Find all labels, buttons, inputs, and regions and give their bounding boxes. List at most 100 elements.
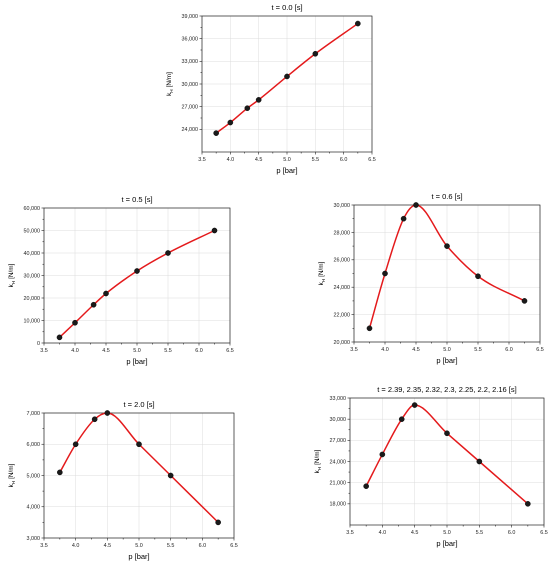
y-axis-label-sub: H <box>169 89 174 92</box>
x-tick-label: 3.5 <box>198 157 206 163</box>
y-tick-label: 26,000 <box>334 258 351 264</box>
x-tick-label: 5.5 <box>474 347 482 353</box>
data-point <box>91 416 98 423</box>
data-point <box>103 290 109 297</box>
y-axis-label: kH [N/m] <box>8 463 16 487</box>
data-point <box>90 301 97 308</box>
grid-lines <box>201 15 373 152</box>
chart-title: t = 0.0 [s] <box>271 3 302 12</box>
x-tick-label: 5.0 <box>443 530 451 536</box>
data-points <box>366 202 528 332</box>
x-tick-label: 4.5 <box>412 347 420 353</box>
y-tick-label: 7,000 <box>27 411 41 417</box>
data-point <box>363 483 369 489</box>
y-axis-label: kH [N/m] <box>314 449 322 473</box>
chart-title: t = 2.39, 2.35, 2.32, 2.3, 2.25, 2.2, 2.… <box>377 385 516 394</box>
data-point <box>476 458 483 465</box>
data-point <box>244 105 251 111</box>
y-axis-label: kH [N/m] <box>166 72 174 96</box>
chart-svg: t = 0.6 [s] 3.5 4.0 4.5 5.0 5.5 6.0 6.5 20,000 22… <box>318 192 544 365</box>
x-tick-label: 6.5 <box>540 530 548 536</box>
data-point <box>475 273 481 280</box>
data-points <box>57 410 221 526</box>
chart-svg: t = 2.0 [s] 3.5 4.0 4.5 5.0 5.5 6.0 6.5 3,000 4,0… <box>8 400 238 561</box>
y-tick-label: 60,000 <box>24 206 41 212</box>
x-tick-label: 5.0 <box>135 543 143 549</box>
y-tick-label: 20,000 <box>24 296 41 302</box>
data-point <box>104 410 111 416</box>
y-axis-label-main: k <box>8 483 15 487</box>
data-point <box>366 325 373 332</box>
y-axis-label-main: k <box>318 281 325 285</box>
data-point <box>165 250 171 256</box>
data-point <box>413 202 419 208</box>
x-tick-label: 5.5 <box>164 348 172 354</box>
y-axis-label-main: k <box>166 92 173 96</box>
data-point <box>382 270 388 277</box>
chart-title: t = 0.6 [s] <box>431 192 462 201</box>
grid-lines <box>43 207 231 344</box>
data-points <box>213 20 361 136</box>
data-point <box>57 469 63 476</box>
x-tick-label: 6.0 <box>199 543 207 549</box>
y-axis-label-unit: [N/m] <box>8 263 15 278</box>
y-axis: 3,000 4,000 5,000 6,000 7,000 <box>27 411 44 542</box>
x-axis: 3.5 4.0 4.5 5.0 5.5 6.0 6.5 <box>346 525 548 536</box>
panel-t-0-5: t = 0.5 [s] 3.5 4.0 4.5 5.0 5.5 6.0 6.5 0 10,000 2… <box>0 188 240 373</box>
x-tick-label: 6.5 <box>226 348 234 354</box>
data-point <box>227 119 234 126</box>
x-axis: 3.5 4.0 4.5 5.0 5.5 6.0 6.5 <box>40 343 234 354</box>
panel-t-2-0: t = 2.0 [s] 3.5 4.0 4.5 5.0 5.5 6.0 6.5 3,000 4,0… <box>0 380 240 565</box>
y-axis-label-sub: H <box>321 279 326 282</box>
data-point <box>215 519 221 526</box>
x-tick-label: 3.5 <box>40 543 48 549</box>
y-tick-label: 24,000 <box>182 127 199 133</box>
y-axis-label-unit: [N/m] <box>314 449 321 464</box>
y-axis-label-unit: [N/m] <box>166 72 173 87</box>
x-axis-label: p [bar] <box>436 356 457 365</box>
y-tick-label: 50,000 <box>24 228 41 234</box>
y-tick-label: 27,000 <box>330 438 347 444</box>
chart-title: t = 2.0 [s] <box>123 400 154 409</box>
y-tick-label: 4,000 <box>27 505 41 511</box>
chart-svg: t = 2.39, 2.35, 2.32, 2.3, 2.25, 2.2, 2.… <box>314 385 548 548</box>
data-point <box>72 319 78 326</box>
data-point <box>411 402 418 408</box>
y-tick-label: 40,000 <box>24 251 41 257</box>
y-tick-label: 24,000 <box>330 459 347 465</box>
data-point <box>444 243 450 249</box>
y-tick-label: 6,000 <box>27 442 41 448</box>
y-tick-label: 20,000 <box>334 340 351 346</box>
data-point <box>167 472 174 479</box>
x-axis: 3.5 4.0 4.5 5.0 5.5 6.0 6.5 <box>350 342 544 353</box>
data-point <box>255 97 262 103</box>
data-point <box>400 215 407 222</box>
y-axis-label-sub: H <box>11 481 16 484</box>
y-axis: 24,000 27,000 30,000 33,000 36,000 39,000 <box>182 14 202 133</box>
y-tick-label: 36,000 <box>182 37 199 43</box>
data-point <box>444 430 450 437</box>
y-axis-label: kH [N/m] <box>8 263 16 287</box>
chart-svg: t = 0.0 [s] 3.5 4.0 4.5 5.0 5.5 6.0 6.5 24,000 27… <box>166 3 376 175</box>
y-axis-label: kH [N/m] <box>318 261 326 285</box>
y-tick-label: 39,000 <box>182 14 199 20</box>
data-point <box>355 20 361 27</box>
x-tick-label: 4.5 <box>411 530 419 536</box>
y-tick-label: 22,000 <box>334 313 351 319</box>
x-tick-label: 4.0 <box>381 347 389 353</box>
x-tick-label: 5.0 <box>283 157 291 163</box>
x-axis-label: p [bar] <box>436 539 457 548</box>
x-tick-label: 5.0 <box>133 348 141 354</box>
grid-lines <box>43 412 235 539</box>
y-tick-label: 30,000 <box>182 82 199 88</box>
x-axis: 3.5 4.0 4.5 5.0 5.5 6.0 6.5 <box>198 152 376 163</box>
y-tick-label: 33,000 <box>330 396 347 402</box>
x-tick-label: 6.0 <box>195 348 203 354</box>
x-axis-label: p [bar] <box>126 357 147 366</box>
data-point <box>211 227 218 234</box>
data-point <box>312 50 319 57</box>
x-tick-label: 5.5 <box>167 543 175 549</box>
data-points <box>363 402 531 507</box>
y-tick-label: 24,000 <box>334 285 351 291</box>
